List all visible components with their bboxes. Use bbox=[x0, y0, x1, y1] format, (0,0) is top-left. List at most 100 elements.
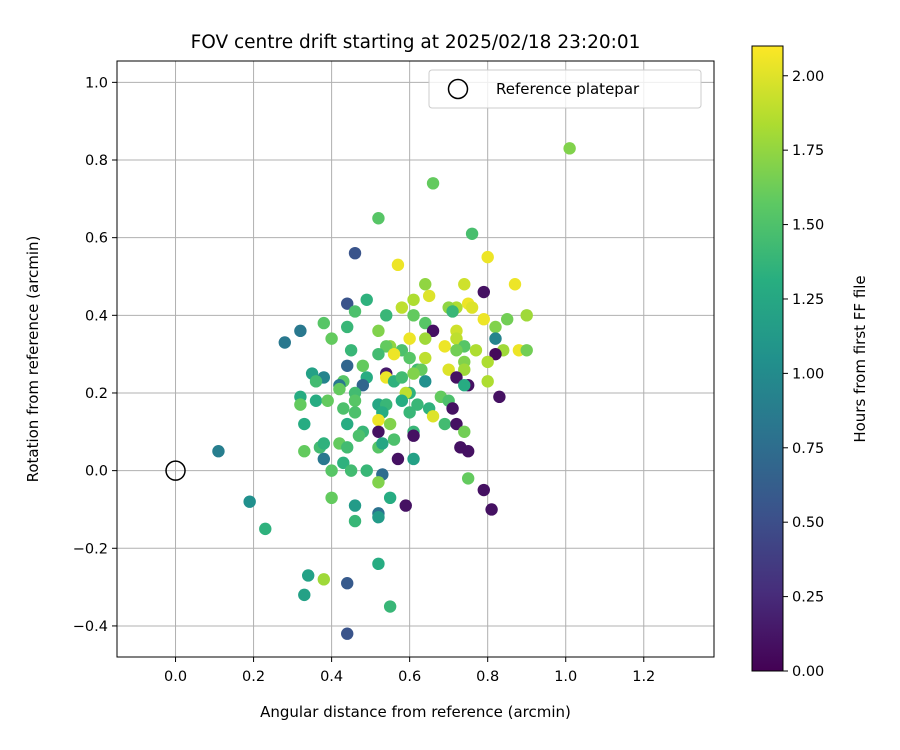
data-point bbox=[395, 301, 409, 314]
data-point bbox=[407, 429, 420, 442]
x-tick-label: 0.2 bbox=[242, 669, 265, 685]
data-point bbox=[465, 227, 479, 240]
colorbar-tick-label: 0.00 bbox=[792, 664, 824, 680]
data-point bbox=[563, 142, 576, 155]
data-point bbox=[372, 476, 385, 489]
data-point bbox=[489, 320, 502, 334]
y-tick-label: 0.4 bbox=[85, 308, 108, 324]
y-tick-label: 1.0 bbox=[85, 75, 108, 91]
data-point bbox=[372, 557, 385, 571]
colorbar-tick-label: 1.50 bbox=[792, 218, 824, 234]
data-point bbox=[458, 379, 471, 392]
legend-marker-icon bbox=[447, 78, 469, 100]
y-tick-label: 0.6 bbox=[85, 231, 108, 247]
legend-label: Reference platepar bbox=[496, 80, 640, 98]
colorbar-frame bbox=[751, 45, 784, 672]
data-point bbox=[352, 429, 366, 442]
data-point bbox=[317, 437, 331, 450]
data-point bbox=[407, 367, 420, 380]
data-point bbox=[380, 340, 393, 353]
data-point bbox=[461, 472, 475, 485]
y-axis-ticks: −0.4 −0.2 0.0 0.2 0.4 0.6 0.8 1.0 bbox=[73, 75, 117, 635]
colorbar-gradient bbox=[752, 46, 783, 671]
legend: Reference platepar bbox=[428, 69, 702, 109]
data-point bbox=[333, 382, 346, 396]
colorbar-tick-label: 1.00 bbox=[792, 366, 824, 382]
data-point bbox=[446, 402, 459, 415]
data-point bbox=[395, 394, 409, 407]
data-points bbox=[212, 142, 576, 640]
data-point bbox=[325, 491, 338, 505]
data-point bbox=[372, 324, 385, 338]
data-point bbox=[294, 398, 307, 411]
data-point bbox=[489, 332, 502, 345]
y-tick-label: −0.2 bbox=[73, 541, 108, 557]
data-point bbox=[403, 332, 416, 345]
colorbar-tick-label: 1.25 bbox=[792, 292, 824, 308]
data-point bbox=[419, 278, 432, 291]
data-point bbox=[372, 347, 385, 361]
data-point bbox=[341, 297, 354, 310]
data-point bbox=[493, 390, 506, 404]
data-point bbox=[450, 371, 463, 384]
data-point bbox=[317, 452, 331, 466]
reference-point-marker bbox=[165, 460, 186, 481]
data-point bbox=[407, 309, 420, 322]
data-point bbox=[243, 495, 256, 508]
data-point bbox=[481, 355, 494, 369]
data-point bbox=[391, 452, 405, 466]
data-point bbox=[298, 445, 311, 458]
data-point bbox=[403, 351, 416, 365]
data-point bbox=[391, 258, 405, 272]
y-tick-label: 0.8 bbox=[85, 153, 108, 169]
colorbar-label: Hours from first FF file bbox=[851, 275, 869, 442]
data-point bbox=[458, 363, 471, 376]
data-point bbox=[341, 577, 354, 590]
data-point bbox=[325, 332, 338, 345]
data-point bbox=[317, 316, 331, 330]
y-tick-label: −0.4 bbox=[73, 619, 108, 635]
plot-frame bbox=[116, 60, 715, 658]
data-point bbox=[356, 359, 370, 372]
data-point bbox=[337, 402, 350, 415]
x-tick-label: 1.2 bbox=[632, 669, 655, 685]
data-point bbox=[321, 394, 334, 407]
data-point bbox=[341, 320, 354, 334]
data-point bbox=[477, 285, 490, 299]
data-point bbox=[325, 464, 338, 477]
data-point bbox=[344, 344, 358, 357]
x-axis-ticks: 0.0 0.2 0.4 0.6 0.8 1.0 1.2 bbox=[164, 657, 655, 685]
x-tick-label: 0.6 bbox=[398, 669, 421, 685]
data-point bbox=[383, 417, 397, 431]
data-point bbox=[438, 417, 451, 431]
data-point bbox=[348, 246, 362, 260]
data-point bbox=[360, 464, 373, 477]
data-point bbox=[489, 347, 502, 361]
data-point bbox=[426, 177, 440, 190]
data-point bbox=[399, 499, 412, 512]
data-point bbox=[372, 212, 385, 225]
colorbar-tick-label: 2.00 bbox=[792, 69, 824, 85]
data-point bbox=[422, 289, 436, 303]
data-point bbox=[301, 569, 315, 582]
data-point bbox=[278, 336, 291, 349]
data-point bbox=[372, 425, 385, 439]
data-point bbox=[407, 452, 420, 466]
y-axis-label: Rotation from reference (arcmin) bbox=[24, 236, 42, 483]
y-tick-label: 0.0 bbox=[85, 464, 108, 480]
x-tick-label: 1.0 bbox=[554, 669, 577, 685]
data-point bbox=[348, 305, 362, 318]
data-point bbox=[442, 363, 455, 376]
data-point bbox=[403, 406, 416, 419]
data-point bbox=[446, 305, 459, 318]
data-point bbox=[212, 445, 225, 458]
data-point bbox=[387, 347, 401, 361]
data-point bbox=[465, 301, 479, 314]
data-point bbox=[380, 309, 393, 322]
data-point bbox=[372, 413, 385, 427]
data-point bbox=[419, 316, 432, 330]
data-point bbox=[348, 394, 362, 407]
data-point bbox=[520, 309, 533, 322]
data-point bbox=[383, 491, 397, 505]
